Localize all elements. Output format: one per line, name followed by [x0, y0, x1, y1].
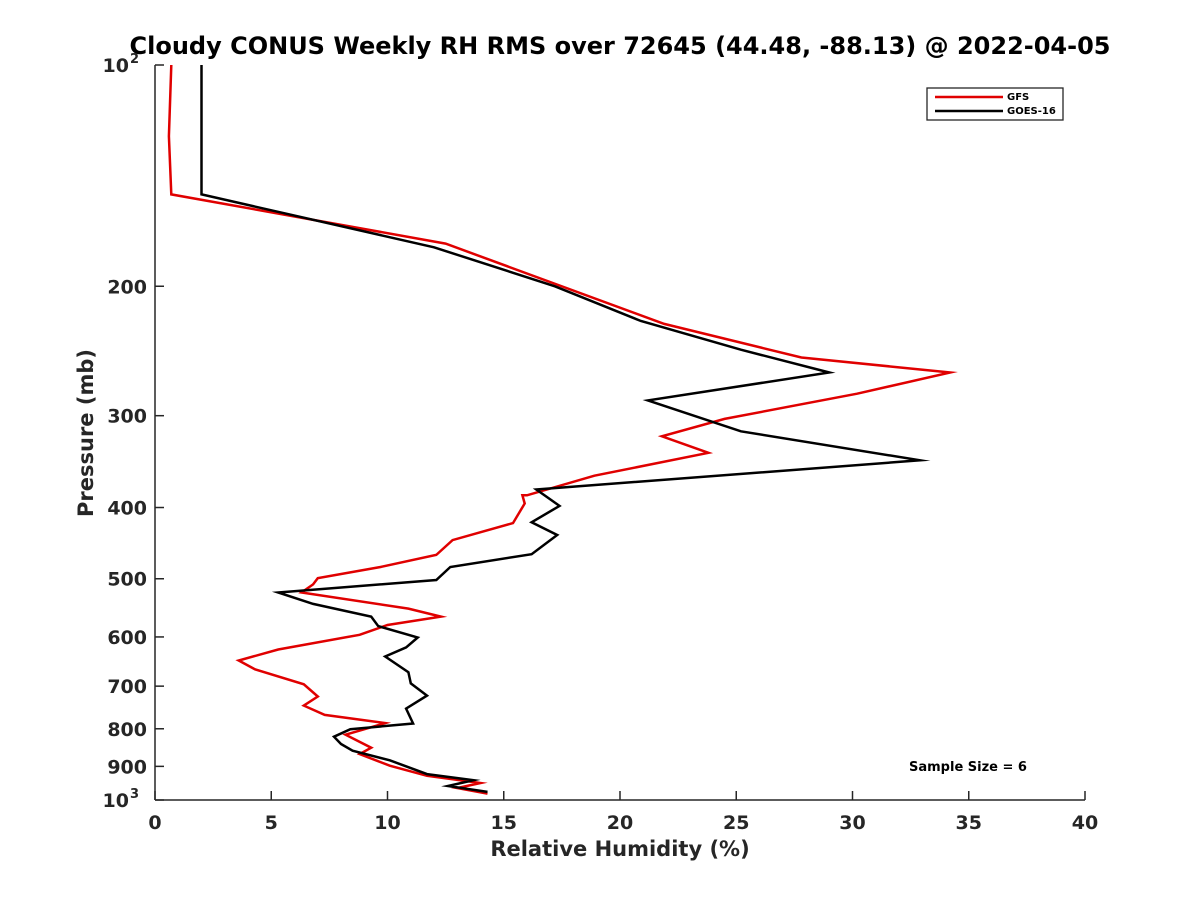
y-tick-label-exponent: 3 [130, 787, 139, 802]
y-tick-label: 600 [107, 627, 147, 649]
sample-size-annotation: Sample Size = 6 [909, 760, 1027, 775]
y-tick-label: 200 [107, 276, 147, 298]
y-tick-label: 700 [107, 676, 147, 698]
y-tick-label: 500 [107, 569, 147, 591]
x-ticks: 0 5 10 15 20 25 30 35 40 [148, 791, 1098, 834]
y-tick-label: 400 [107, 498, 147, 520]
legend-label-gfs: GFS [1007, 92, 1029, 103]
x-tick-label: 0 [148, 812, 161, 834]
y-tick-label: 300 [107, 406, 147, 428]
legend-label-goes16: GOES-16 [1007, 106, 1056, 117]
x-tick-label: 25 [723, 812, 749, 834]
y-tick-label: 900 [107, 756, 147, 778]
x-tick-label: 20 [607, 812, 633, 834]
y-axis-label: Pressure (mb) [74, 349, 98, 517]
x-tick-label: 35 [956, 812, 982, 834]
y-tick-label: 800 [107, 719, 147, 741]
x-tick-label: 5 [265, 812, 278, 834]
axes [154, 65, 1085, 801]
legend-box [926, 87, 1064, 121]
y-tick-label-exponent: 2 [130, 52, 139, 67]
y-tick-label-base: 10 [103, 790, 129, 812]
x-tick-label: 15 [491, 812, 517, 834]
y-tick-label-base: 10 [103, 55, 129, 77]
x-tick-label: 10 [374, 812, 400, 834]
x-tick-label: 40 [1072, 812, 1098, 834]
x-tick-label: 30 [839, 812, 865, 834]
legend: GFS GOES-16 [926, 87, 1064, 121]
chart-title: Cloudy CONUS Weekly RH RMS over 72645 (4… [130, 32, 1111, 60]
series-line-gfs [167, 64, 958, 795]
series-group [167, 64, 958, 795]
x-axis-label: Relative Humidity (%) [490, 837, 749, 861]
series-line-goes16 [200, 65, 931, 794]
